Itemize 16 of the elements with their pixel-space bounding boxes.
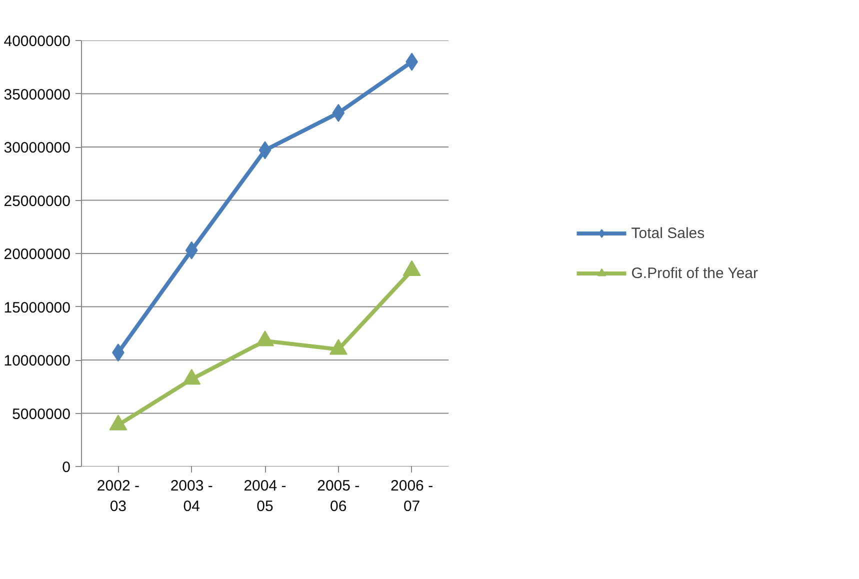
y-tick-label: 20000000	[4, 246, 71, 263]
y-tick-label: 15000000	[4, 299, 71, 316]
y-tick-label: 35000000	[4, 86, 71, 104]
x-tick-label: 2004 - 05	[244, 478, 286, 515]
legend-label: G.Profit of the Year	[631, 264, 758, 282]
x-tick-label: 2006 - 07	[390, 478, 434, 515]
x-tick-label: 2003 - 04	[170, 478, 213, 515]
legend-label: Total Sales	[631, 224, 705, 242]
y-tick-label: 5000000	[12, 406, 71, 423]
x-tick-label: 2002 - 03	[96, 478, 140, 515]
y-tick-label: 0	[62, 459, 70, 476]
y-tick-label: 25000000	[4, 192, 71, 210]
y-tick-label: 30000000	[4, 140, 71, 156]
y-tick-label: 10000000	[4, 352, 71, 370]
x-tick-label: 2005 - 06	[317, 478, 360, 515]
y-tick-label: 40000000	[4, 33, 71, 50]
